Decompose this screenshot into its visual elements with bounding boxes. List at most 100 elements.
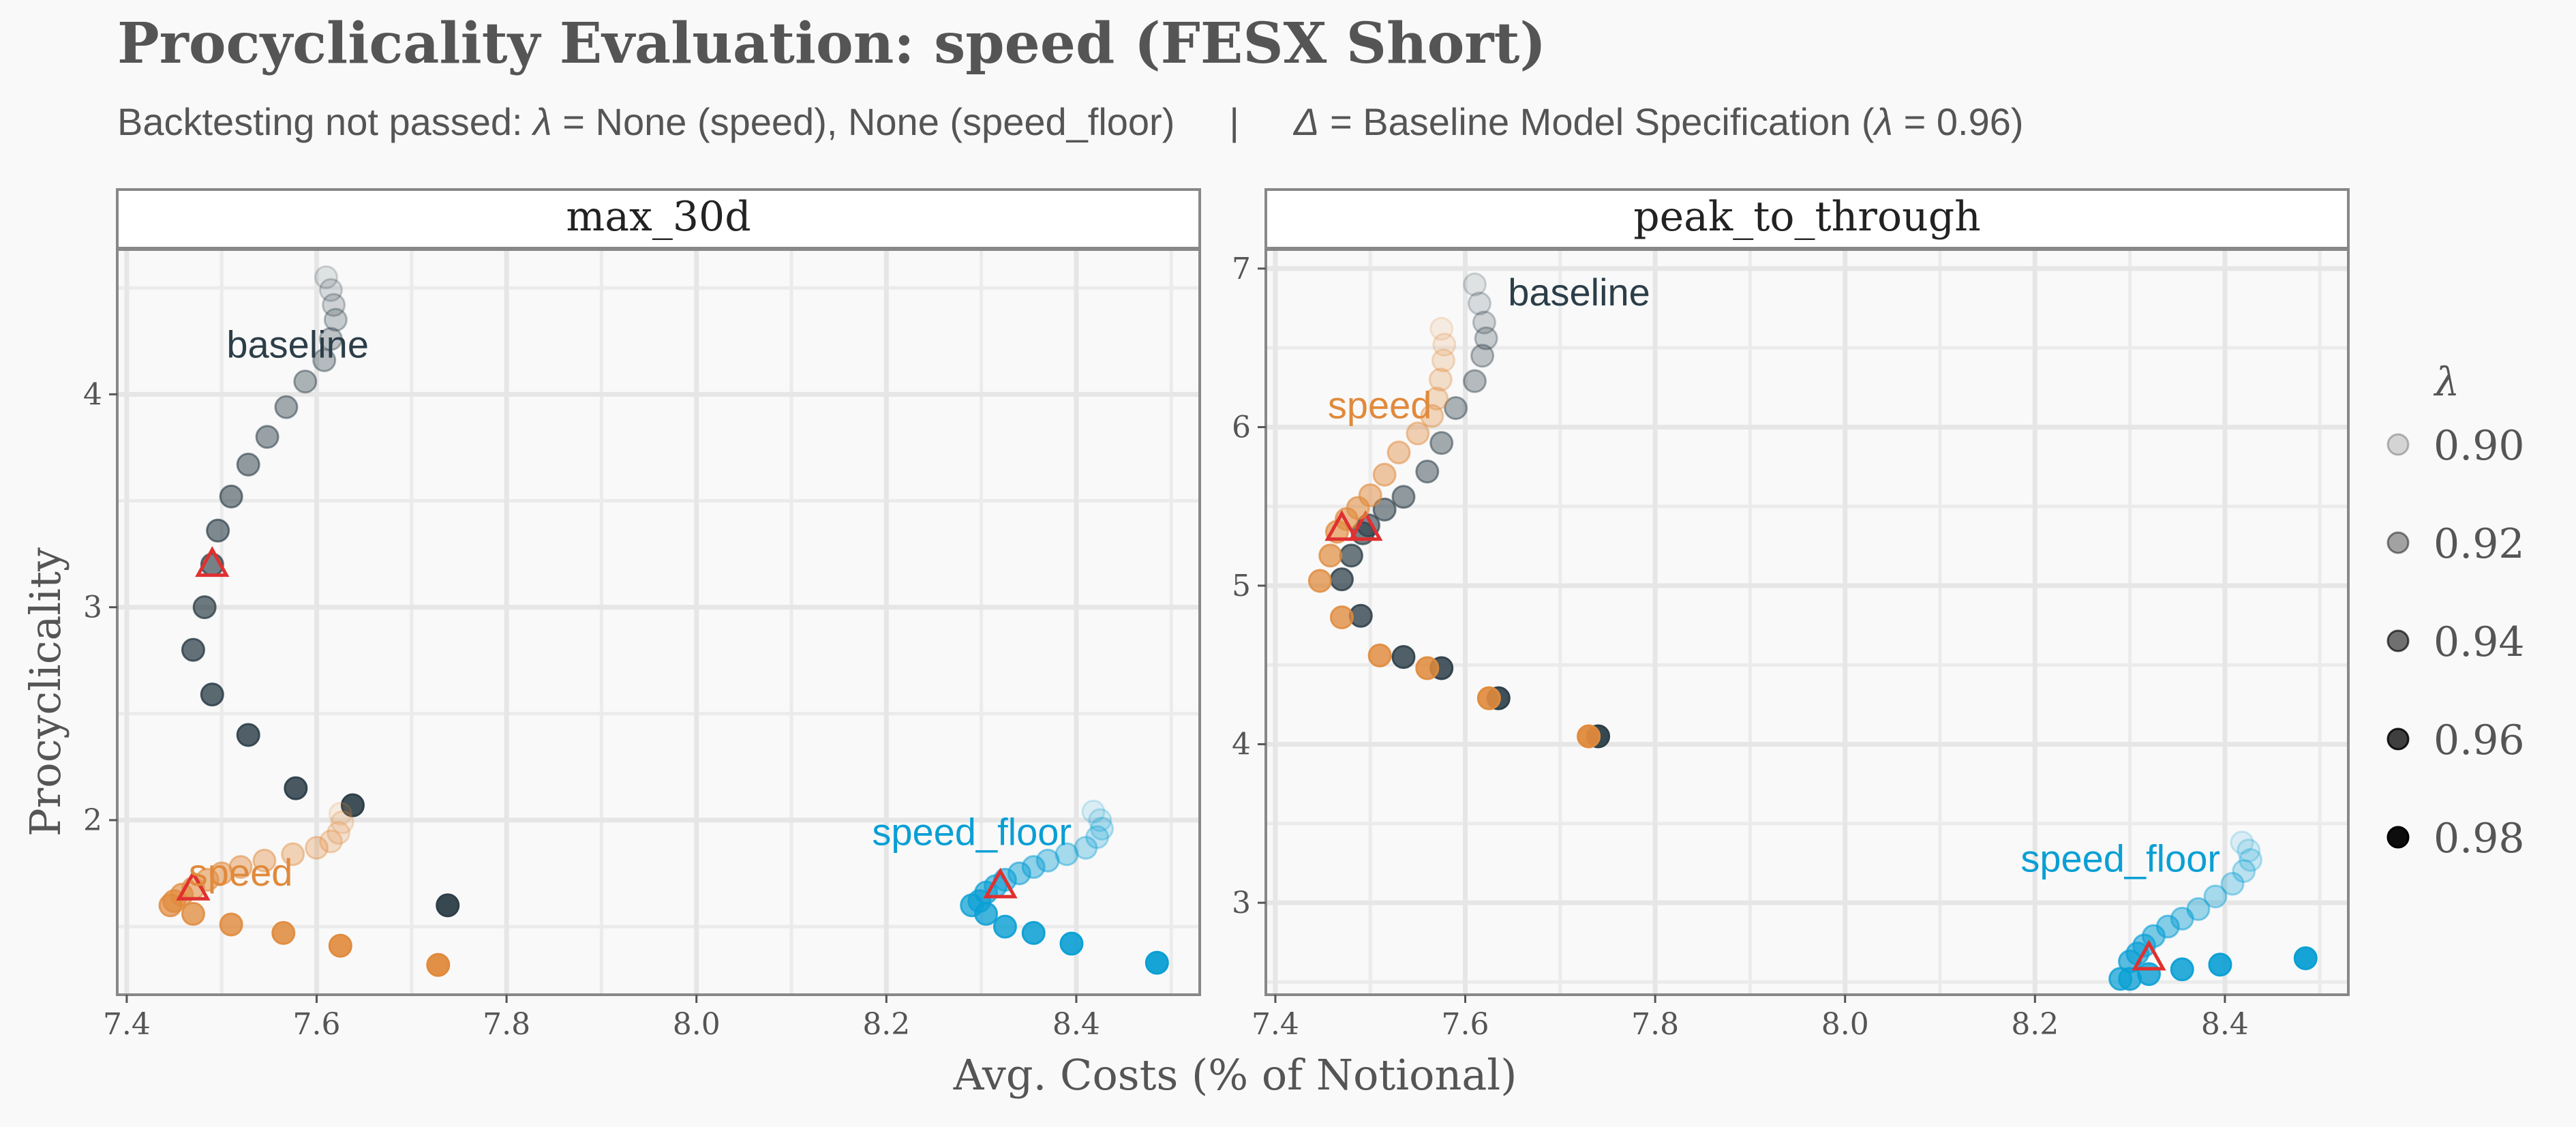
x-tick-label: 7.8: [483, 1007, 530, 1042]
legend-label: 0.90: [2434, 422, 2525, 470]
data-point-speed_floor: [1074, 836, 1098, 860]
data-point-baseline: [284, 776, 308, 800]
data-point-speed_floor: [1085, 825, 1110, 850]
data-point-baseline: [1474, 326, 1498, 350]
series-speed: [1307, 316, 1601, 749]
x-tick-label: 8.0: [1821, 1007, 1869, 1042]
chart-subtitle: Backtesting not passed: λ = None (speed)…: [117, 100, 2024, 143]
data-point-speed: [219, 912, 243, 937]
series-label-speed: speed: [1328, 383, 1432, 426]
data-point-speed: [252, 848, 277, 873]
plot-area: [117, 250, 1200, 995]
data-point-speed: [1415, 656, 1440, 680]
x-tick-label: 8.4: [1052, 1007, 1100, 1042]
facet-strip-label: peak_to_through: [1633, 193, 1981, 241]
data-point-speed_floor: [1088, 808, 1112, 832]
x-tick-label: 7.8: [1631, 1007, 1679, 1042]
data-point-baseline: [1391, 645, 1416, 670]
facet-panel-peak_to_through: peak_to_through baseline speed speed_floor 7…: [1232, 188, 2350, 1042]
data-point-speed_floor: [2237, 838, 2261, 862]
data-point-baseline: [236, 723, 260, 747]
data-point-speed: [1425, 387, 1449, 411]
data-point-baseline: [1391, 485, 1416, 509]
series-label-baseline: baseline: [1508, 271, 1650, 314]
data-point-speed_floor: [992, 914, 1017, 939]
panel-border: [1264, 248, 2350, 996]
subtitle-lambda-symbol-2: λ: [1872, 100, 1893, 143]
data-point-baseline: [340, 793, 365, 817]
legend-label: 0.92: [2434, 520, 2525, 568]
y-axis-label: Procyclicality: [20, 547, 70, 837]
subtitle-delta-symbol: Δ: [1292, 100, 1320, 143]
y-tick-label: 5: [1232, 569, 1251, 603]
data-point-speed: [281, 842, 305, 867]
data-point-speed_floor: [2239, 847, 2263, 872]
data-point-speed: [327, 821, 351, 845]
data-point-speed_floor: [2293, 946, 2318, 971]
data-point-baseline: [181, 637, 205, 662]
legend-label: 0.98: [2434, 815, 2525, 862]
data-point-baseline: [236, 452, 260, 477]
series-label-speed_floor: speed_floor: [872, 811, 1072, 854]
x-tick-label: 7.4: [1252, 1007, 1299, 1042]
data-point-speed_floor: [1021, 920, 1046, 945]
data-point-speed: [181, 901, 205, 926]
data-point-speed: [1387, 440, 1411, 465]
data-point-baseline: [1329, 567, 1354, 592]
baseline-spec-marker: [983, 867, 1018, 899]
data-point-speed: [1307, 569, 1332, 593]
data-point-speed_floor: [1055, 842, 1079, 867]
data-point-baseline: [1429, 431, 1454, 455]
baseline-spec-marker: [2132, 940, 2166, 971]
data-point-speed: [1432, 333, 1457, 357]
data-point-speed: [328, 933, 352, 958]
y-tick-label: 4: [1232, 727, 1251, 762]
data-point-speed: [1367, 643, 1392, 667]
data-point-baseline: [192, 595, 217, 620]
y-tick-label: 2: [83, 803, 102, 838]
data-point-baseline: [219, 484, 243, 509]
facet-strip-label: max_30d: [566, 193, 751, 241]
data-point-speed: [1372, 462, 1397, 487]
y-tick-label: 3: [1232, 886, 1251, 920]
data-point-baseline: [1472, 310, 1496, 335]
data-point-speed: [1431, 348, 1455, 373]
chart-title: Procyclicality Evaluation: speed (FESX S…: [117, 11, 1546, 76]
data-point-baseline: [1372, 497, 1397, 522]
x-tick-label: 7.4: [103, 1007, 151, 1042]
series-speed_floor: [2108, 830, 2318, 991]
facet-strip: [1264, 188, 2350, 250]
data-point-baseline: [312, 348, 337, 372]
x-tick-label: 7.6: [1442, 1007, 1489, 1042]
data-point-speed: [1577, 724, 1601, 749]
data-point-speed_floor: [2230, 830, 2254, 855]
data-point-speed: [1429, 316, 1454, 341]
data-point-speed_floor: [2136, 962, 2161, 987]
subtitle-mid: = None (speed), None (speed_floor): [552, 100, 1175, 143]
data-point-baseline: [1470, 344, 1495, 368]
baseline-spec-marker: [176, 869, 211, 901]
baseline-spec-marker: [195, 546, 230, 577]
legend-key: [2386, 629, 2410, 652]
legend-title: λ: [2434, 359, 2460, 405]
data-point-speed_floor: [1035, 848, 1060, 873]
baseline-spec-marker: [1324, 510, 1359, 541]
subtitle-suffix-b: = 0.96): [1893, 100, 2023, 143]
data-point-baseline: [314, 265, 338, 290]
data-point-baseline: [200, 682, 224, 707]
data-point-speed_floor: [1090, 816, 1115, 841]
data-point-baseline: [322, 292, 346, 317]
data-point-baseline: [1444, 396, 1468, 421]
data-point-speed_floor: [2170, 957, 2194, 982]
data-point-speed_floor: [2232, 859, 2256, 884]
data-point-baseline: [1462, 369, 1487, 393]
data-point-speed: [328, 802, 352, 826]
x-tick-label: 8.0: [673, 1007, 721, 1042]
data-point-speed_floor: [2170, 906, 2194, 931]
baseline-spec-marker: [1348, 510, 1383, 541]
legend: λ 0.90 0.92 0.94 0.96 0.98: [2386, 359, 2525, 862]
series-baseline: [181, 265, 460, 918]
data-point-speed: [1476, 686, 1501, 710]
data-point-speed_floor: [2203, 884, 2228, 909]
